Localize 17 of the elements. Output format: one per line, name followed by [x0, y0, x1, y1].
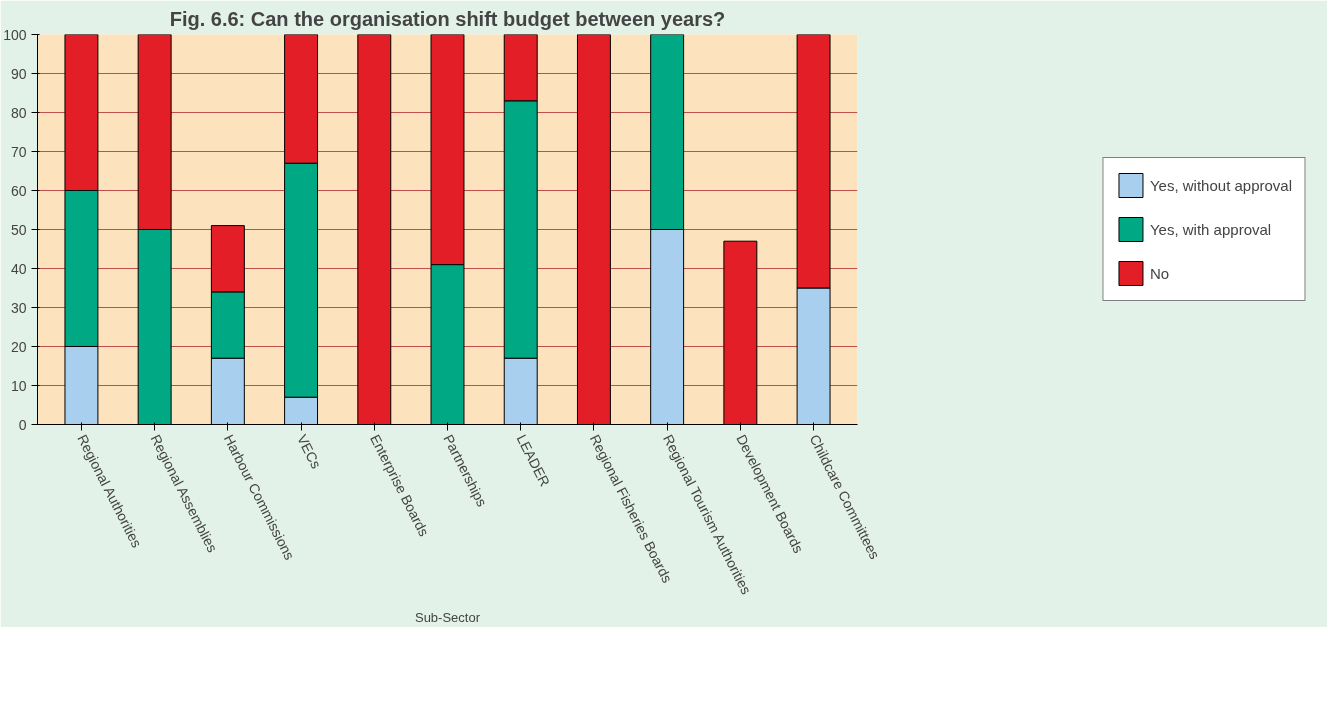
chart-title: Fig. 6.6: Can the organisation shift budget between years?	[169, 7, 726, 30]
x-axis-title: Sub-Sector	[414, 609, 481, 625]
y-tick-label: 40	[10, 260, 27, 277]
y-tick-label: 100	[3, 26, 27, 43]
y-tick-label: 20	[10, 338, 27, 355]
y-tick-label: 10	[10, 377, 27, 394]
y-tick-label: 60	[10, 182, 27, 199]
x-tick-label: VECs	[293, 431, 325, 471]
y-tick-label: 30	[10, 299, 27, 316]
y-tick-label: 0	[18, 416, 27, 433]
legend-label: Yes, without approval	[1149, 176, 1293, 194]
y-tick-label: 90	[10, 65, 27, 82]
y-tick-label: 70	[10, 143, 27, 160]
legend-label: Yes, with approval	[1149, 220, 1272, 238]
legend-label: No	[1149, 264, 1170, 282]
y-tick-label: 50	[10, 221, 27, 238]
y-tick-label: 80	[10, 104, 27, 121]
